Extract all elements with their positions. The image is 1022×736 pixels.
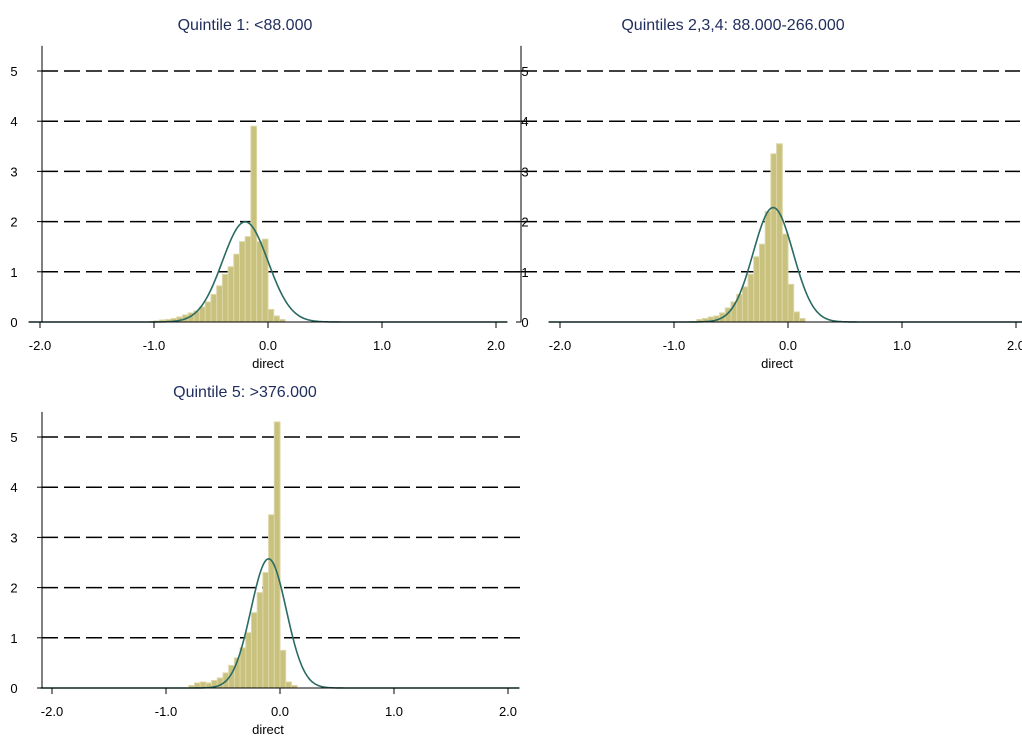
y-tick-label: 2 xyxy=(10,215,17,230)
histogram-bar xyxy=(216,285,223,323)
histogram-bar xyxy=(239,647,247,689)
x-tick-label: 0.0 xyxy=(271,704,289,719)
x-axis-label: direct xyxy=(252,356,284,371)
histogram-bar xyxy=(764,211,772,323)
histogram-bar xyxy=(221,273,229,323)
x-tick-label: -1.0 xyxy=(155,704,177,719)
histogram-bar xyxy=(793,311,800,323)
histogram-bar xyxy=(227,266,235,323)
histogram-bar xyxy=(210,293,218,323)
y-tick-label: 4 xyxy=(10,480,17,495)
plot-area: 0 1 2 3 4 5 -2.0 -1.0 0.0 1.0 2.0 xyxy=(10,45,520,353)
y-tick-label: 5 xyxy=(10,64,17,79)
y-tick-label: 0 xyxy=(521,315,528,330)
histogram-bar xyxy=(747,273,755,323)
x-tick-label: -2.0 xyxy=(549,338,571,353)
histogram-bar xyxy=(776,143,783,323)
y-tick-label: 5 xyxy=(10,430,17,445)
histogram-bar xyxy=(279,649,287,689)
panel-quintile-5: Quintile 5: >376.000 direct 0 1 2 3 4 5 -2.0 -1… xyxy=(10,384,520,736)
x-tick-label: 2.0 xyxy=(487,338,505,353)
histogram-bar xyxy=(256,241,263,323)
plot-area: 0 1 2 3 4 5 -2.0 -1.0 0.0 1.0 2.0 xyxy=(10,411,520,719)
histogram-bar xyxy=(273,421,281,689)
y-tick-label: 3 xyxy=(10,164,17,179)
y-tick-label: 5 xyxy=(521,64,528,79)
histogram-bar xyxy=(233,253,241,323)
x-tick-label: -1.0 xyxy=(663,338,685,353)
x-axis-label: direct xyxy=(252,722,284,736)
y-tick-label: 4 xyxy=(521,114,528,129)
histogram-bar xyxy=(245,632,253,689)
histogram-bar xyxy=(798,317,806,323)
panel-title: Quintiles 2,3,4: 88.000-266.000 xyxy=(621,17,844,34)
histogram-bar xyxy=(285,681,292,689)
x-tick-label: 0.0 xyxy=(779,338,797,353)
histogram-bar xyxy=(256,592,264,689)
y-tick-label: 2 xyxy=(521,215,528,230)
histogram-bar xyxy=(770,153,778,323)
histogram-bar xyxy=(199,306,206,323)
y-tick-label: 1 xyxy=(521,265,528,280)
histogram-bar xyxy=(267,308,275,323)
histogram-bar xyxy=(244,236,252,323)
x-tick-label: 1.0 xyxy=(373,338,391,353)
histogram-bar xyxy=(741,286,749,323)
histogram-bar xyxy=(251,612,258,689)
y-tick-label: 2 xyxy=(10,581,17,596)
y-tick-label: 3 xyxy=(521,164,528,179)
histogram-bar xyxy=(781,233,789,323)
x-tick-label: 1.0 xyxy=(385,704,403,719)
y-tick-label: 1 xyxy=(10,265,17,280)
panel-quintile-1: Quintile 1: <88.000 direct 0 1 2 3 4 5 -2.0 -1.… xyxy=(10,17,520,371)
histogram-bar xyxy=(262,572,270,689)
y-tick-label: 0 xyxy=(10,315,17,330)
histogram-bar xyxy=(273,315,280,323)
x-axis-label: direct xyxy=(761,356,793,371)
panel-title: Quintile 1: <88.000 xyxy=(178,17,313,34)
histogram-bar xyxy=(759,243,766,323)
panel-title: Quintile 5: >376.000 xyxy=(173,384,317,401)
x-tick-label: -2.0 xyxy=(29,338,51,353)
histogram-bar xyxy=(787,283,795,323)
y-tick-label: 1 xyxy=(10,631,17,646)
x-tick-label: 2.0 xyxy=(499,704,517,719)
y-tick-label: 4 xyxy=(10,114,17,129)
x-tick-label: -1.0 xyxy=(143,338,165,353)
plot-area: 0 1 2 3 4 5 -2.0 -1.0 0.0 1.0 2.0 xyxy=(516,45,1022,353)
histogram-bar xyxy=(250,125,258,323)
x-tick-label: -2.0 xyxy=(41,704,63,719)
histogram-bar xyxy=(753,256,760,323)
histogram-bar xyxy=(204,301,212,323)
x-tick-label: 1.0 xyxy=(893,338,911,353)
x-tick-label: 0.0 xyxy=(259,338,277,353)
histogram-bar xyxy=(239,241,246,323)
y-tick-label: 0 xyxy=(10,681,17,696)
histogram-bar xyxy=(268,514,275,689)
y-tick-label: 3 xyxy=(10,530,17,545)
x-tick-label: 2.0 xyxy=(1007,338,1022,353)
panel-quintiles-2-3-4: Quintiles 2,3,4: 88.000-266.000 direct 0… xyxy=(516,17,1022,371)
